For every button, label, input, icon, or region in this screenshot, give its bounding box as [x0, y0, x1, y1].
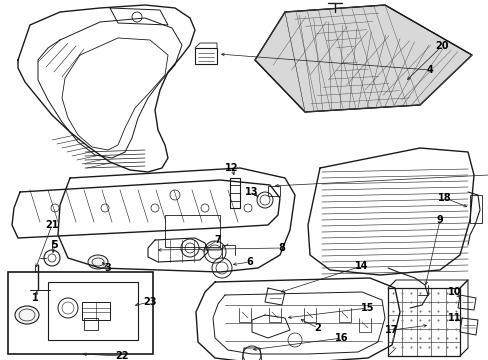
Bar: [8, 272, 153, 354]
Text: 14: 14: [354, 261, 368, 271]
Bar: [469, 195, 481, 223]
Text: 12: 12: [225, 163, 238, 173]
Bar: [48, 282, 138, 340]
Polygon shape: [254, 5, 471, 112]
Bar: [164, 215, 220, 247]
Text: 8: 8: [278, 243, 285, 253]
Text: 4: 4: [426, 65, 432, 75]
Text: 3: 3: [104, 263, 111, 273]
Text: 18: 18: [437, 193, 451, 203]
Text: 5: 5: [52, 240, 58, 250]
Text: 9: 9: [436, 215, 443, 225]
Bar: [267, 186, 280, 196]
Bar: [229, 178, 240, 208]
Text: 20: 20: [434, 41, 448, 51]
Text: 6: 6: [246, 257, 253, 267]
Text: 7: 7: [214, 235, 221, 245]
Text: 10: 10: [447, 287, 461, 297]
Text: 16: 16: [335, 333, 348, 343]
Text: 21: 21: [45, 220, 59, 230]
Text: 11: 11: [447, 313, 461, 323]
Ellipse shape: [15, 306, 39, 324]
Text: 22: 22: [115, 351, 128, 360]
Bar: [387, 288, 459, 356]
Text: 1: 1: [32, 293, 38, 303]
Text: 23: 23: [143, 297, 157, 307]
Text: 2: 2: [314, 323, 321, 333]
Text: 15: 15: [361, 303, 374, 313]
Bar: [82, 302, 110, 320]
Text: 13: 13: [245, 187, 258, 197]
Ellipse shape: [88, 255, 108, 269]
Text: 17: 17: [385, 325, 398, 335]
Bar: [84, 318, 98, 330]
Bar: [195, 48, 217, 64]
